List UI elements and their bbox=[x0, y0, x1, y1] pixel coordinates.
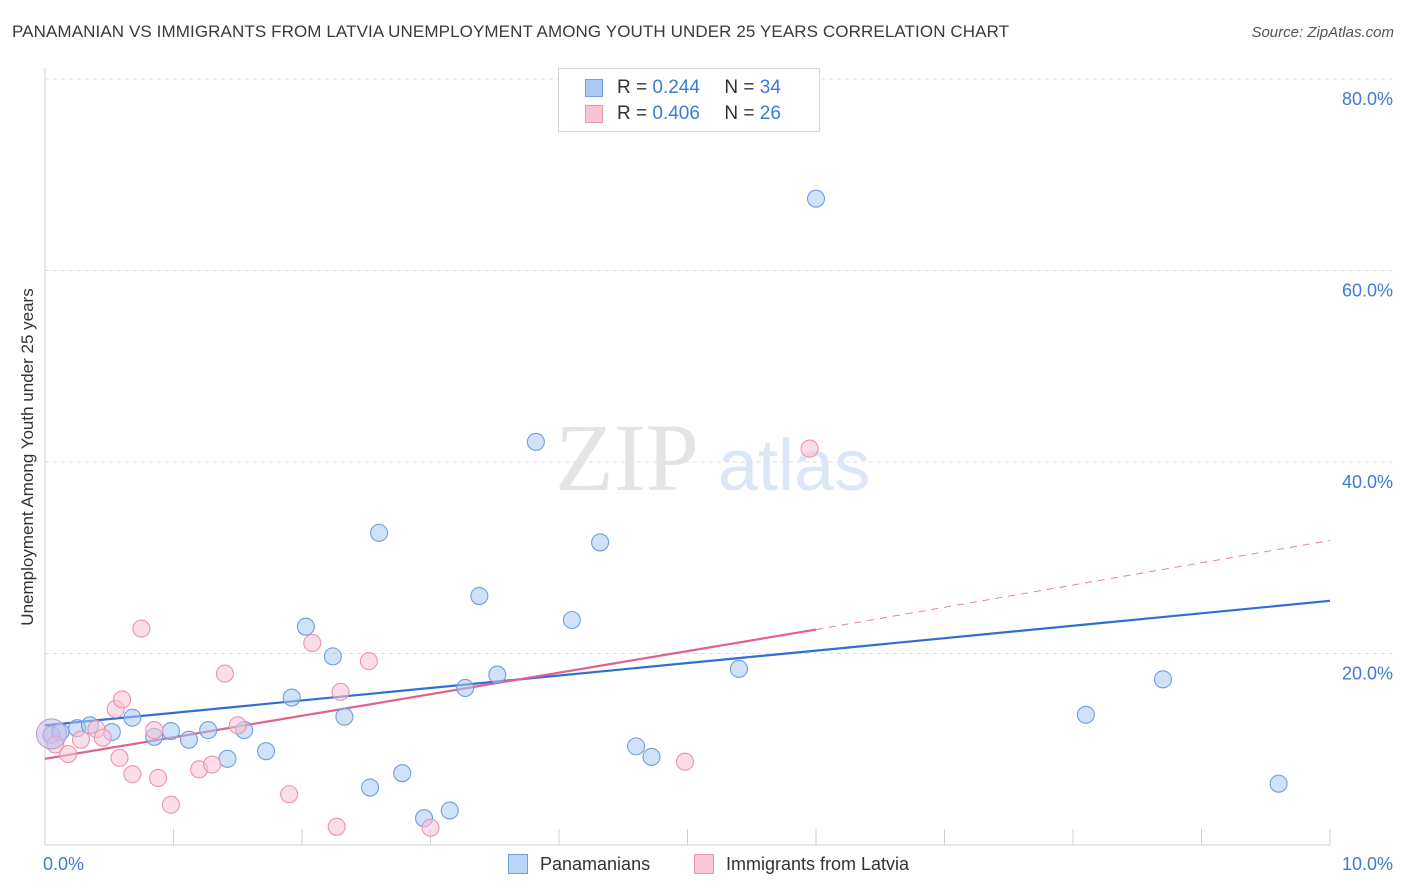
latvia-point bbox=[145, 721, 164, 740]
watermark-zip: ZIP bbox=[555, 404, 699, 511]
panamanian-point bbox=[591, 533, 610, 552]
trend-line-panamanians bbox=[44, 599, 1331, 727]
latvia-point bbox=[228, 716, 247, 735]
legend-r-label: R = bbox=[617, 103, 648, 124]
latvia-point bbox=[113, 690, 132, 709]
latvia-point bbox=[327, 817, 346, 836]
legend-swatch-blue bbox=[585, 79, 603, 97]
panamanian-point bbox=[256, 742, 276, 761]
panamanian-point bbox=[456, 678, 475, 698]
legend-swatch-pink bbox=[585, 105, 603, 123]
legend-n-value: 26 bbox=[759, 103, 781, 124]
legend-n-label: N = bbox=[724, 103, 755, 124]
panamanian-point bbox=[393, 764, 412, 783]
trend-line-extension bbox=[815, 540, 1331, 631]
x-tick-label: 0.0% bbox=[43, 854, 84, 874]
panamanian-point bbox=[370, 523, 389, 542]
latvia-point bbox=[800, 439, 819, 458]
source-label: Source: ZipAtlas.com bbox=[1251, 24, 1394, 41]
panamanian-point bbox=[806, 189, 826, 208]
y-tick-label: 80.0% bbox=[1342, 89, 1393, 109]
latvia-point bbox=[149, 768, 168, 788]
latvia-point bbox=[421, 818, 440, 837]
latvia-point bbox=[203, 755, 222, 774]
legend-r-value: 0.406 bbox=[652, 103, 700, 124]
latvia-point bbox=[110, 748, 129, 767]
legend-r-value: 0.244 bbox=[652, 77, 700, 98]
grid-lines bbox=[45, 78, 1392, 654]
x-tick-labels: 0.0% 10.0% bbox=[43, 854, 1393, 874]
legend-n-value: 34 bbox=[759, 77, 781, 98]
bottom-legend-label: Immigrants from Latvia bbox=[726, 853, 910, 874]
latvia-point bbox=[331, 682, 350, 701]
y-tick-label: 20.0% bbox=[1342, 664, 1393, 684]
panamanian-point bbox=[335, 707, 354, 726]
latvia-point bbox=[280, 785, 299, 804]
y-tick-labels: 20.0% 40.0% 60.0% 80.0% bbox=[1342, 89, 1393, 684]
panamanian-point bbox=[123, 708, 142, 727]
x-tick-label: 10.0% bbox=[1342, 854, 1393, 874]
latvia-point bbox=[93, 728, 112, 747]
legend-row-latvia: R = 0.406 N = 26 bbox=[585, 102, 781, 126]
bottom-legend-panamanians: Panamanians bbox=[508, 852, 650, 876]
correlation-legend: R = 0.244 N = 34 R = 0.406 N = 26 bbox=[558, 68, 820, 132]
latvia-point bbox=[303, 633, 322, 653]
bottom-legend-swatch-blue bbox=[508, 854, 528, 874]
y-tick-label: 40.0% bbox=[1342, 472, 1393, 492]
watermark-atlas: atlas bbox=[718, 426, 870, 506]
latvia-point bbox=[132, 619, 151, 638]
panamanian-point bbox=[1153, 670, 1172, 689]
legend-r-label: R = bbox=[617, 77, 648, 98]
chart-title: PANAMANIAN VS IMMIGRANTS FROM LATVIA UNE… bbox=[12, 22, 1010, 41]
panamanian-point bbox=[627, 737, 646, 756]
y-axis-label: Unemployment Among Youth under 25 years bbox=[18, 288, 37, 625]
latvia-point bbox=[59, 744, 78, 764]
panamanian-point bbox=[282, 688, 301, 707]
latvia-point bbox=[215, 664, 234, 683]
latvia-point bbox=[161, 795, 180, 814]
panamanian-point bbox=[1076, 705, 1095, 724]
bottom-legend-latvia: Immigrants from Latvia bbox=[694, 852, 909, 876]
panamanian-point bbox=[440, 801, 459, 820]
latvia-point bbox=[675, 752, 694, 771]
data-points bbox=[35, 189, 1288, 837]
y-tick-label: 60.0% bbox=[1342, 281, 1393, 301]
cluster-point bbox=[35, 718, 67, 750]
latvia-point bbox=[71, 730, 91, 749]
panamanian-point bbox=[361, 778, 380, 797]
panamanian-point bbox=[218, 749, 237, 768]
panamanian-point bbox=[488, 665, 507, 684]
panamanian-point bbox=[161, 722, 180, 741]
panamanian-point bbox=[323, 647, 342, 666]
panamanian-point bbox=[179, 730, 198, 749]
watermark: ZIP atlas bbox=[555, 404, 870, 511]
panamanian-point bbox=[470, 586, 489, 606]
panamanian-point bbox=[199, 721, 218, 740]
latvia-point bbox=[123, 765, 142, 784]
panamanian-point bbox=[526, 432, 545, 451]
panamanian-point bbox=[296, 617, 315, 636]
bottom-legend-label: Panamanians bbox=[540, 853, 651, 874]
bottom-legend-swatch-pink bbox=[694, 854, 714, 874]
latvia-point bbox=[359, 652, 378, 671]
panamanian-point bbox=[562, 610, 581, 630]
legend-n-label: N = bbox=[724, 77, 755, 98]
panamanian-point bbox=[1269, 774, 1288, 793]
panamanian-point bbox=[729, 659, 748, 678]
panamanian-point bbox=[642, 747, 661, 766]
legend-row-panamanians: R = 0.244 N = 34 bbox=[585, 76, 781, 100]
